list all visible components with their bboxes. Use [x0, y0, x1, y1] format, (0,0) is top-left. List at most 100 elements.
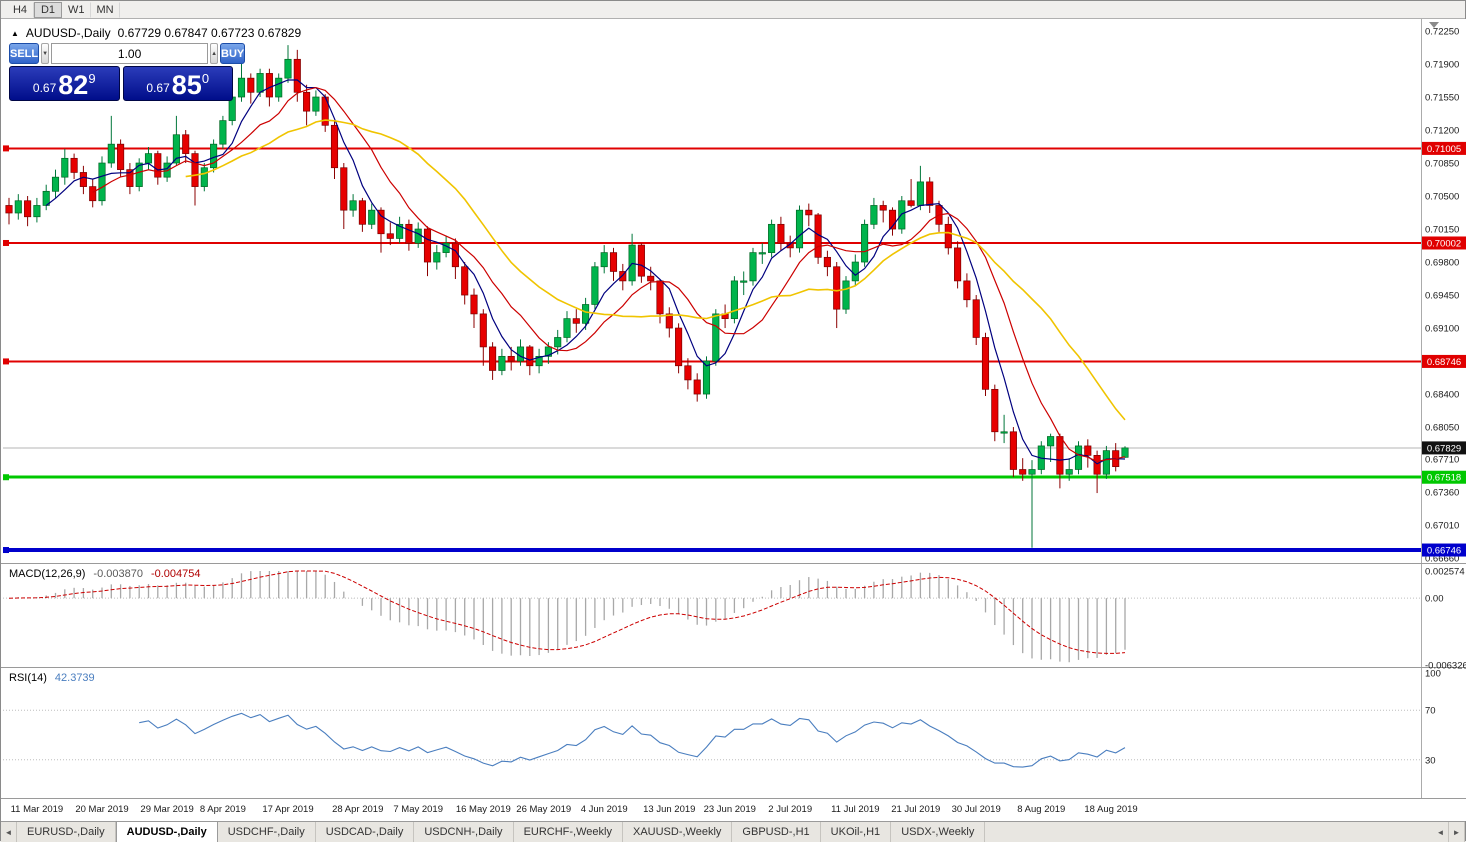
price-axis-label[interactable]: 0.69100: [1425, 324, 1459, 335]
date-axis-label[interactable]: 20 Mar 2019: [75, 804, 128, 815]
macd-axis-label[interactable]: 0.00: [1425, 594, 1444, 605]
date-axis-label[interactable]: 16 May 2019: [456, 804, 511, 815]
macd-axis-label[interactable]: 0.002574: [1425, 567, 1465, 578]
date-axis-label[interactable]: 11 Jul 2019: [831, 804, 879, 815]
price-axis-label[interactable]: 0.67360: [1425, 488, 1459, 499]
price-axis-label[interactable]: 0.70150: [1425, 225, 1459, 236]
level-line-handle[interactable]: [3, 239, 9, 246]
chart-tab-eurusd[interactable]: EURUSD-,Daily: [17, 822, 116, 842]
timeframe-button-mn[interactable]: MN: [91, 1, 120, 18]
chart-tab-ukoil[interactable]: UKOil-,H1: [821, 822, 892, 842]
candle-body: [340, 167, 348, 211]
candle-body: [1000, 431, 1008, 434]
price-tag-label: 0.66746: [1427, 546, 1461, 557]
date-axis-label[interactable]: 4 Jun 2019: [581, 804, 628, 815]
chart-tab-usdx[interactable]: USDX-,Weekly: [891, 822, 986, 842]
candle-body: [572, 318, 580, 324]
candle-body: [154, 153, 162, 178]
candle-body: [414, 228, 422, 244]
lot-increase-button[interactable]: ▲: [210, 43, 219, 64]
level-line-handle[interactable]: [3, 145, 9, 152]
date-axis-label[interactable]: 13 Jun 2019: [643, 804, 695, 815]
price-axis-label[interactable]: 0.67010: [1425, 521, 1459, 532]
chart-tab-usdcad[interactable]: USDCAD-,Daily: [316, 822, 415, 842]
date-axis-label[interactable]: 11 Mar 2019: [11, 804, 64, 815]
chart-tab-xauusd[interactable]: XAUUSD-,Weekly: [623, 822, 733, 842]
tab-scroll-next-button[interactable]: ►: [1449, 822, 1465, 842]
chart-tab-audusd[interactable]: AUDUSD-,Daily: [115, 822, 218, 842]
chart-tab-usdchf[interactable]: USDCHF-,Daily: [218, 822, 316, 842]
candle-body: [535, 355, 543, 367]
date-axis-label[interactable]: 26 May 2019: [516, 804, 571, 815]
chart-tab-usdcnh[interactable]: USDCNH-,Daily: [414, 822, 514, 842]
lot-size-input[interactable]: [51, 43, 209, 64]
candle-body: [191, 153, 199, 187]
candle-body: [377, 209, 385, 235]
chart-tab-eurchf[interactable]: EURCHF-,Weekly: [514, 822, 623, 842]
sell-price-box[interactable]: 0.67 82 9: [9, 66, 120, 101]
price-axis-label[interactable]: 0.70500: [1425, 192, 1459, 203]
date-axis-label[interactable]: 29 Mar 2019: [140, 804, 193, 815]
price-axis-label[interactable]: 0.70850: [1425, 159, 1459, 170]
price-axis-label[interactable]: 0.69800: [1425, 258, 1459, 269]
chart-canvas[interactable]: 0.72250 0.71900 0.71550 0.71200 0.70850 0.705…: [1, 19, 1466, 821]
price-axis-label[interactable]: 0.71900: [1425, 60, 1459, 71]
date-axis-label[interactable]: 2 Jul 2019: [768, 804, 812, 815]
price-axis-label[interactable]: 0.72250: [1425, 27, 1459, 38]
candle-body: [981, 337, 990, 390]
date-axis-label[interactable]: 28 Apr 2019: [332, 804, 383, 815]
tab-scroll-prev-button[interactable]: ◄: [1433, 822, 1449, 842]
timeframe-button-d1[interactable]: D1: [34, 1, 62, 18]
candle-body: [861, 223, 869, 263]
candle-body: [526, 346, 534, 367]
price-axis-label[interactable]: 0.67710: [1425, 455, 1459, 466]
candle-body: [768, 223, 776, 253]
buy-price-box[interactable]: 0.67 85 0: [122, 66, 233, 101]
date-axis-label[interactable]: 8 Aug 2019: [1017, 804, 1065, 815]
price-axis-label[interactable]: 0.66660: [1425, 554, 1459, 565]
candle-body: [256, 73, 264, 93]
date-axis-label[interactable]: 30 Jul 2019: [952, 804, 1001, 815]
candle-body: [33, 205, 41, 218]
candle-body: [777, 223, 785, 244]
level-line-handle[interactable]: [3, 358, 9, 365]
candle-body: [684, 365, 692, 381]
macd-axis-label[interactable]: -0.006326: [1425, 661, 1466, 672]
rsi-axis-label[interactable]: 70: [1425, 706, 1436, 717]
date-axis-label[interactable]: 18 Aug 2019: [1084, 804, 1137, 815]
candle-body: [107, 143, 115, 164]
date-axis-label[interactable]: 8 Apr 2019: [200, 804, 246, 815]
price-axis-label[interactable]: 0.68050: [1425, 423, 1459, 434]
level-line-handle[interactable]: [3, 547, 9, 554]
candle-body: [1009, 431, 1017, 470]
date-axis-label[interactable]: 21 Jul 2019: [891, 804, 940, 815]
candle-body: [89, 186, 97, 202]
tab-scroll-left-button[interactable]: ◄: [1, 822, 17, 842]
timeframe-button-h4[interactable]: H4: [6, 1, 34, 18]
candle-body: [1056, 436, 1064, 475]
price-axis-label[interactable]: 0.71550: [1425, 93, 1459, 104]
chart-tab-gbpusd[interactable]: GBPUSD-,H1: [732, 822, 821, 842]
buy-button[interactable]: BUY: [220, 43, 246, 64]
date-axis-label[interactable]: 7 May 2019: [393, 804, 443, 815]
sell-button[interactable]: SELL: [9, 43, 40, 64]
lot-decrease-button[interactable]: ▼: [41, 43, 50, 64]
candle-body: [61, 157, 69, 178]
price-axis-label[interactable]: 0.71200: [1425, 126, 1459, 137]
date-axis-label[interactable]: 17 Apr 2019: [262, 804, 313, 815]
candle-body: [656, 280, 664, 315]
candle-body: [954, 247, 962, 282]
candle-body: [591, 266, 599, 305]
candle-body: [637, 244, 645, 277]
price-axis-label[interactable]: 0.68400: [1425, 390, 1459, 401]
level-line-handle[interactable]: [3, 474, 9, 481]
date-axis-label[interactable]: 23 Jun 2019: [704, 804, 756, 815]
candle-body: [600, 252, 608, 268]
rsi-axis-label[interactable]: 100: [1425, 669, 1441, 680]
rsi-axis-label[interactable]: 30: [1425, 755, 1436, 766]
candle-body: [461, 266, 469, 296]
price-axis-label[interactable]: 0.69450: [1425, 291, 1459, 302]
chart-background[interactable]: [1, 19, 1466, 821]
scroll-to-end-marker-icon[interactable]: [1429, 22, 1439, 28]
timeframe-button-w1[interactable]: W1: [62, 1, 91, 18]
